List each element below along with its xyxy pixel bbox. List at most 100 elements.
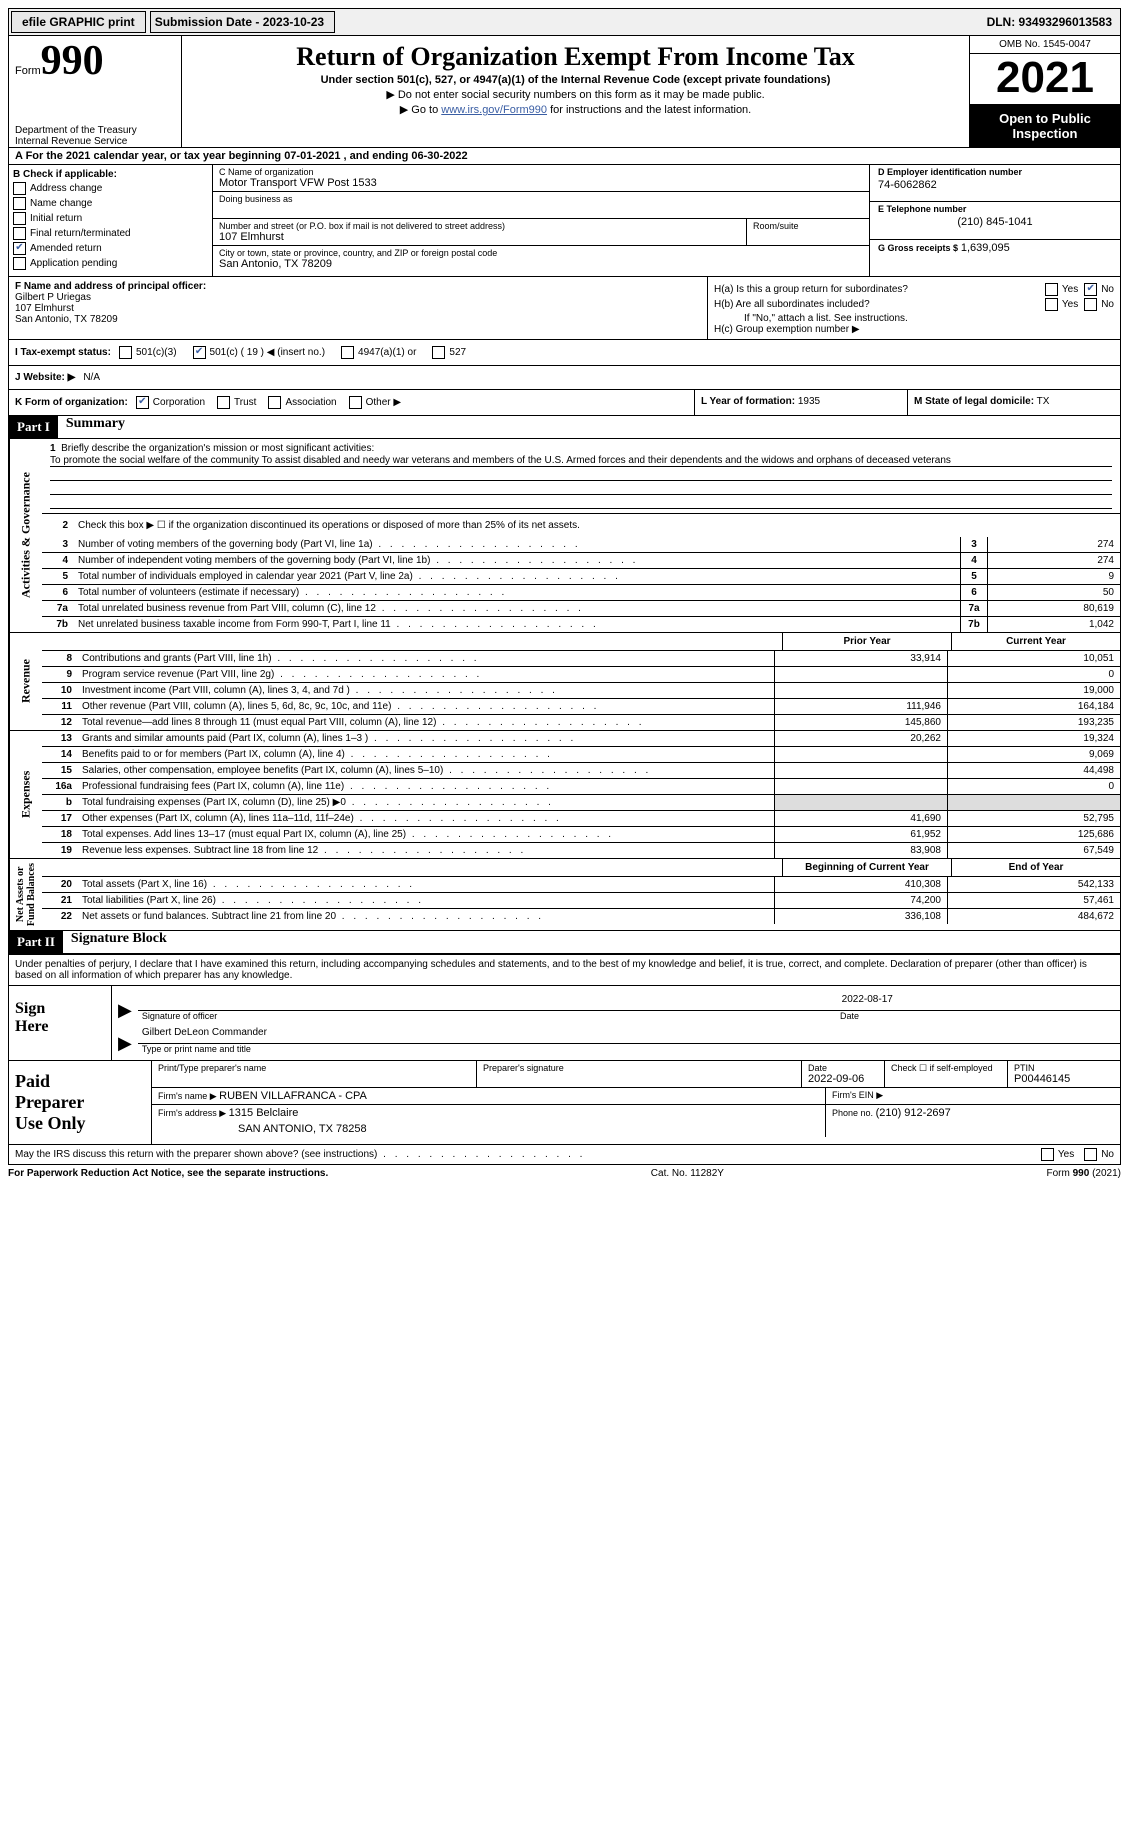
ein: 74-6062862 — [878, 177, 1112, 191]
firm-address: 1315 Belclaire — [229, 1107, 299, 1119]
summary-row-18: 18Total expenses. Add lines 13–17 (must … — [42, 827, 1120, 843]
chk-501c[interactable] — [193, 346, 206, 359]
side-label-expenses: Expenses — [9, 731, 42, 858]
chk-hb-yes[interactable] — [1045, 298, 1058, 311]
part2-header: Part II Signature Block — [9, 931, 1120, 954]
chk-name-change[interactable] — [13, 197, 26, 210]
subtitle-3: ▶ Go to www.irs.gov/Form990 for instruct… — [190, 103, 961, 116]
form-header: Form990 Department of the Treasury Inter… — [9, 36, 1120, 148]
summary-row-21: 21Total liabilities (Part X, line 26)74,… — [42, 893, 1120, 909]
gross-receipts: 1,639,095 — [961, 240, 1010, 254]
summary-row-b: bTotal fundraising expenses (Part IX, co… — [42, 795, 1120, 811]
org-name: Motor Transport VFW Post 1533 — [219, 177, 863, 189]
section-net-assets: Net Assets or Fund Balances Beginning of… — [9, 859, 1120, 931]
summary-row-15: 15Salaries, other compensation, employee… — [42, 763, 1120, 779]
summary-row-7b: 7bNet unrelated business taxable income … — [42, 617, 1120, 632]
summary-row-17: 17Other expenses (Part IX, column (A), l… — [42, 811, 1120, 827]
department: Department of the Treasury Internal Reve… — [15, 125, 137, 147]
summary-row-7a: 7aTotal unrelated business revenue from … — [42, 601, 1120, 617]
mission-text: To promote the social welfare of the com… — [50, 455, 1112, 467]
summary-row-5: 5Total number of individuals employed in… — [42, 569, 1120, 585]
irs-link[interactable]: www.irs.gov/Form990 — [441, 104, 547, 116]
chk-hb-no[interactable] — [1084, 298, 1097, 311]
chk-trust[interactable] — [217, 396, 230, 409]
side-label-ag: Activities & Governance — [9, 439, 42, 632]
chk-4947[interactable] — [341, 346, 354, 359]
chk-ha-yes[interactable] — [1045, 283, 1058, 296]
section-fh: F Name and address of principal officer:… — [9, 277, 1120, 340]
summary-row-20: 20Total assets (Part X, line 16)410,3085… — [42, 877, 1120, 893]
dln: DLN: 93493296013583 — [987, 15, 1118, 29]
ptin: P00446145 — [1014, 1073, 1114, 1085]
side-label-net-assets: Net Assets or Fund Balances — [9, 859, 42, 930]
chk-other[interactable] — [349, 396, 362, 409]
paid-preparer-row: Paid Preparer Use Only Print/Type prepar… — [9, 1060, 1120, 1144]
chk-final-return[interactable] — [13, 227, 26, 240]
may-discuss-row: May the IRS discuss this return with the… — [9, 1144, 1120, 1164]
prep-date: 2022-09-06 — [808, 1073, 878, 1085]
page-footer: For Paperwork Reduction Act Notice, see … — [8, 1165, 1121, 1182]
chk-amended-return[interactable] — [13, 242, 26, 255]
officer-name: Gilbert P Uriegas — [15, 292, 701, 303]
firm-phone: (210) 912-2697 — [876, 1107, 951, 1119]
form-container: Form990 Department of the Treasury Inter… — [8, 36, 1121, 955]
sign-here-row: Sign Here ▶ 2022-08-17 Signature of offi… — [9, 985, 1120, 1060]
side-label-revenue: Revenue — [9, 633, 42, 730]
form-label: Form — [15, 65, 41, 77]
section-revenue: Revenue Prior Year Current Year 8Contrib… — [9, 633, 1120, 731]
form-number: 990 — [41, 38, 104, 84]
part1-header: Part I Summary — [9, 416, 1120, 439]
chk-assoc[interactable] — [268, 396, 281, 409]
submission-date: Submission Date - 2023-10-23 — [150, 11, 335, 33]
signature-block: Under penalties of perjury, I declare th… — [8, 955, 1121, 1165]
summary-row-12: 12Total revenue—add lines 8 through 11 (… — [42, 715, 1120, 730]
org-city: San Antonio, TX 78209 — [219, 258, 863, 270]
open-to-public: Open to Public Inspection — [970, 105, 1120, 147]
section-bcd: B Check if applicable: Address change Na… — [9, 165, 1120, 277]
firm-name: RUBEN VILLAFRANCA - CPA — [219, 1090, 367, 1102]
chk-501c3[interactable] — [119, 346, 132, 359]
col-c-org-info: C Name of organization Motor Transport V… — [213, 165, 870, 276]
section-expenses: Expenses 13Grants and similar amounts pa… — [9, 731, 1120, 859]
state-domicile: TX — [1037, 396, 1050, 407]
summary-row-8: 8Contributions and grants (Part VIII, li… — [42, 651, 1120, 667]
row-j-website: J Website: ▶ N/A — [9, 366, 1120, 390]
summary-row-11: 11Other revenue (Part VIII, column (A), … — [42, 699, 1120, 715]
chk-discuss-yes[interactable] — [1041, 1148, 1054, 1161]
sign-date: 2022-08-17 — [832, 992, 1120, 1011]
penalty-text: Under penalties of perjury, I declare th… — [9, 955, 1120, 985]
summary-row-13: 13Grants and similar amounts paid (Part … — [42, 731, 1120, 747]
subtitle-2: ▶ Do not enter social security numbers o… — [190, 88, 961, 101]
row-a-tax-year: A For the 2021 calendar year, or tax yea… — [9, 148, 1120, 165]
chk-address-change[interactable] — [13, 182, 26, 195]
efile-button[interactable]: efile GRAPHIC print — [11, 11, 146, 33]
form-title: Return of Organization Exempt From Incom… — [190, 42, 961, 72]
officer-name-title: Gilbert DeLeon Commander — [138, 1025, 1120, 1044]
summary-row-3: 3Number of voting members of the governi… — [42, 537, 1120, 553]
row-klm: K Form of organization: Corporation Trus… — [9, 390, 1120, 416]
summary-row-9: 9Program service revenue (Part VIII, lin… — [42, 667, 1120, 683]
chk-corp[interactable] — [136, 396, 149, 409]
summary-row-4: 4Number of independent voting members of… — [42, 553, 1120, 569]
col-b-checkboxes: B Check if applicable: Address change Na… — [9, 165, 213, 276]
summary-row-19: 19Revenue less expenses. Subtract line 1… — [42, 843, 1120, 858]
chk-app-pending[interactable] — [13, 257, 26, 270]
col-d-numbers: D Employer identification number 74-6062… — [870, 165, 1120, 276]
subtitle-1: Under section 501(c), 527, or 4947(a)(1)… — [190, 74, 961, 86]
mission-block: 1 Briefly describe the organization's mi… — [42, 439, 1120, 514]
org-street: 107 Elmhurst — [219, 231, 740, 243]
chk-527[interactable] — [432, 346, 445, 359]
summary-row-16a: 16aProfessional fundraising fees (Part I… — [42, 779, 1120, 795]
summary-row-10: 10Investment income (Part VIII, column (… — [42, 683, 1120, 699]
summary-row-14: 14Benefits paid to or for members (Part … — [42, 747, 1120, 763]
chk-ha-no[interactable] — [1084, 283, 1097, 296]
chk-initial-return[interactable] — [13, 212, 26, 225]
website-val: N/A — [83, 372, 100, 383]
section-activities-governance: Activities & Governance 1 Briefly descri… — [9, 439, 1120, 633]
tax-year: 2021 — [970, 54, 1120, 105]
chk-discuss-no[interactable] — [1084, 1148, 1097, 1161]
summary-row-22: 22Net assets or fund balances. Subtract … — [42, 909, 1120, 924]
row-i-tax-status: I Tax-exempt status: 501(c)(3) 501(c) ( … — [9, 340, 1120, 366]
year-formation: 1935 — [798, 396, 820, 407]
omb-number: OMB No. 1545-0047 — [970, 36, 1120, 54]
